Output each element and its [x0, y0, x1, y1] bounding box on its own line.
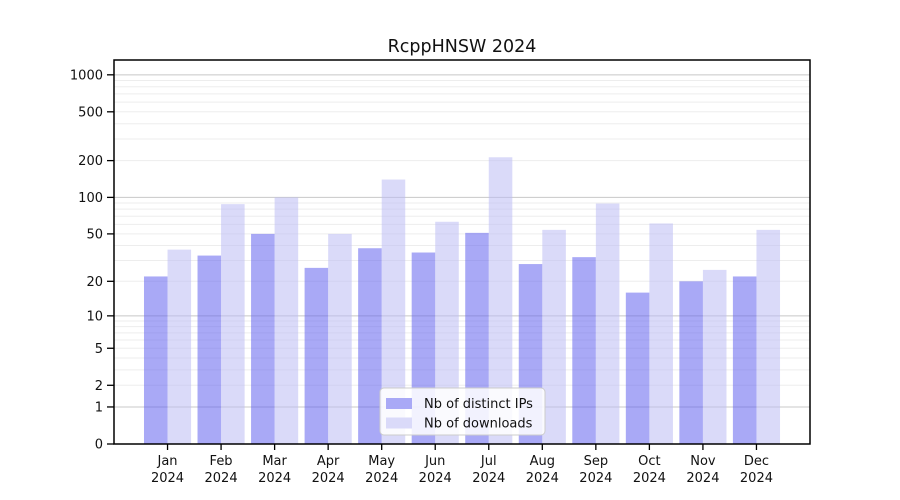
x-tick-label-dec: Dec: [744, 454, 769, 469]
x-tick-year-jul: 2024: [472, 471, 505, 486]
y-tick-label-50: 50: [86, 227, 103, 242]
bar-nb-of-distinct-ips-dec: [732, 276, 757, 444]
bar-nb-of-distinct-ips-jan: [143, 276, 168, 444]
bar-nb-of-downloads-jul: [488, 157, 513, 444]
y-tick-label-1000: 1000: [70, 68, 103, 83]
bar-nb-of-downloads-dec: [756, 229, 781, 444]
x-tick-year-may: 2024: [365, 471, 398, 486]
bar-nb-of-downloads-aug: [542, 229, 566, 444]
y-tick-label-1: 1: [95, 400, 103, 415]
x-tick-label-nov: Nov: [690, 454, 716, 469]
x-tick-label-sep: Sep: [584, 454, 609, 469]
bar-nb-of-downloads-mar: [274, 197, 299, 444]
y-tick-label-200: 200: [78, 154, 103, 169]
x-tick-label-oct: Oct: [638, 454, 660, 469]
bar-nb-of-distinct-ips-may: [358, 248, 382, 444]
y-tick-label-500: 500: [78, 105, 103, 120]
bar-nb-of-distinct-ips-sep: [572, 257, 596, 444]
bar-nb-of-distinct-ips-mar: [251, 233, 275, 444]
bar-nb-of-downloads-sep: [595, 203, 620, 444]
bar-nb-of-distinct-ips-apr: [304, 267, 329, 444]
legend-label-nb-of-downloads: Nb of downloads: [424, 417, 533, 432]
bar-nb-of-downloads-jan: [167, 249, 192, 444]
y-tick-label-20: 20: [86, 275, 103, 290]
x-tick-label-aug: Aug: [530, 454, 555, 469]
x-tick-label-mar: Mar: [262, 454, 287, 469]
x-tick-year-dec: 2024: [740, 471, 773, 486]
y-tick-label-5: 5: [95, 342, 103, 357]
x-tick-label-jan: Jan: [157, 454, 178, 469]
bar-nb-of-distinct-ips-nov: [679, 281, 703, 444]
y-tick-label-2: 2: [95, 379, 103, 394]
bar-nb-of-downloads-nov: [702, 269, 727, 444]
chart-title: RcppHNSW 2024: [387, 37, 537, 57]
plot-border: [113, 59, 811, 445]
bar-nb-of-downloads-oct: [649, 223, 673, 444]
x-tick-year-aug: 2024: [526, 471, 559, 486]
x-tick-year-apr: 2024: [312, 471, 345, 486]
y-tick-label-100: 100: [78, 191, 103, 206]
legend-box: [379, 387, 546, 436]
x-tick-label-apr: Apr: [317, 454, 340, 469]
x-tick-year-sep: 2024: [579, 471, 612, 486]
x-tick-year-feb: 2024: [205, 471, 238, 486]
legend-swatch-nb-of-downloads: [386, 417, 412, 429]
bar-nb-of-downloads-apr: [328, 233, 352, 444]
bar-nb-of-downloads-feb: [221, 204, 245, 444]
x-tick-year-jun: 2024: [419, 471, 452, 486]
legend: Nb of distinct IPs Nb of downloads: [379, 387, 546, 436]
bar-nb-of-downloads-may: [381, 179, 406, 444]
y-tick-label-0: 0: [95, 438, 103, 453]
y-tick-label-10: 10: [86, 309, 103, 324]
x-tick-label-may: May: [368, 454, 395, 469]
x-tick-label-feb: Feb: [210, 454, 233, 469]
x-tick-label-jun: Jun: [424, 454, 445, 469]
bar-nb-of-distinct-ips-oct: [625, 292, 650, 444]
x-tick-year-nov: 2024: [686, 471, 719, 486]
x-tick-label-jul: Jul: [480, 454, 497, 469]
x-tick-year-oct: 2024: [633, 471, 666, 486]
bar-nb-of-distinct-ips-feb: [197, 255, 222, 444]
x-tick-year-mar: 2024: [258, 471, 291, 486]
legend-swatch-nb-of-distinct-ips: [386, 398, 412, 409]
x-tick-year-jan: 2024: [151, 471, 184, 486]
legend-label-nb-of-distinct-ips: Nb of distinct IPs: [424, 397, 533, 412]
